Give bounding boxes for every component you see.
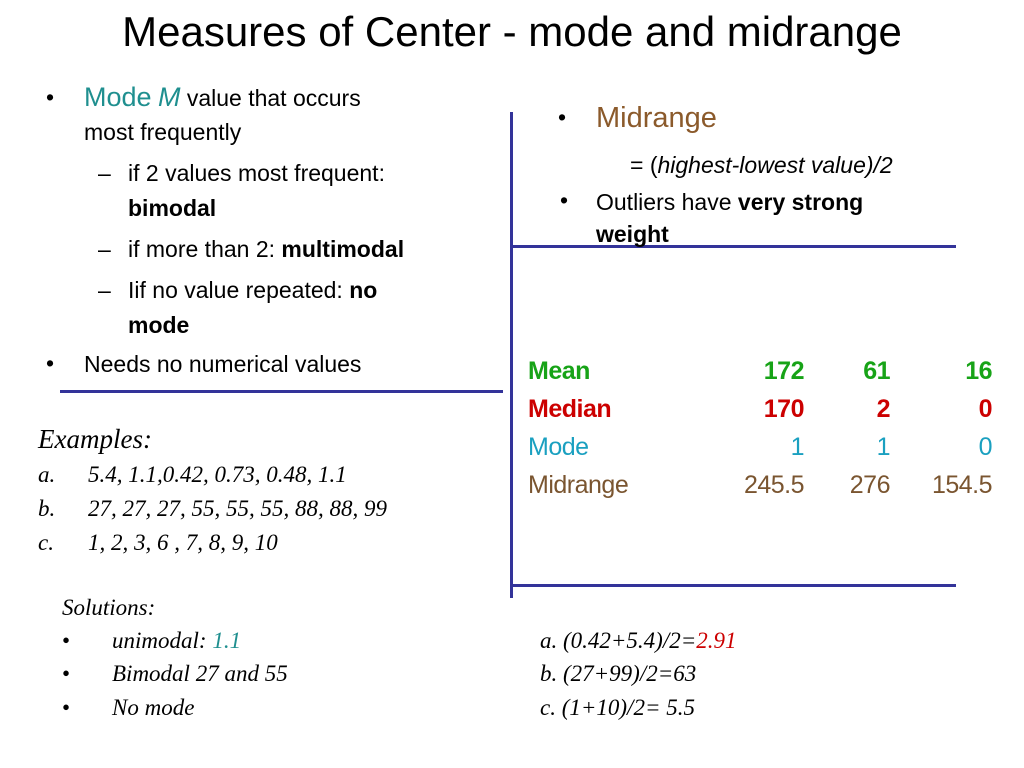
horizontal-rule-upper-right bbox=[512, 245, 956, 248]
no-mode-term-a: no bbox=[349, 277, 378, 303]
row-label: Mode bbox=[528, 433, 589, 461]
table-row-median: Median 170 2 0 bbox=[528, 390, 993, 428]
multimodal-term: multimodal bbox=[281, 236, 405, 262]
table-row-mean: Mean 172 61 16 bbox=[528, 352, 993, 390]
midrange-solution-b: b. (27+99)/2=63 bbox=[540, 661, 697, 686]
solution-a-value: 1.1 bbox=[212, 628, 242, 653]
dash-glyph: – bbox=[98, 160, 111, 186]
bimodal-text: if 2 values most frequent: bbox=[128, 160, 385, 186]
needs-no-values: Needs no numerical values bbox=[84, 351, 362, 377]
multimodal-line: if more than 2: multimodal bbox=[128, 233, 404, 265]
example-letter: b. bbox=[38, 496, 56, 521]
bimodal-term: bimodal bbox=[128, 195, 217, 221]
example-values: 1, 2, 3, 6 , 7, 8, 9, 10 bbox=[88, 530, 278, 555]
bullet-glyph: • bbox=[46, 84, 55, 110]
midrange-formula: = (highest-lowest value)/2 bbox=[630, 149, 893, 181]
cell-value: 154.5 bbox=[931, 471, 993, 499]
formula-open: = ( bbox=[630, 152, 658, 178]
midrange-solution-a-value: 2.91 bbox=[696, 628, 737, 653]
example-values: 27, 27, 27, 55, 55, 55, 88, 88, 99 bbox=[88, 496, 387, 521]
bullet-glyph: • bbox=[558, 104, 567, 130]
cell-value: 172 bbox=[763, 357, 805, 385]
horizontal-rule-left bbox=[60, 390, 503, 393]
solutions-heading: Solutions: bbox=[62, 595, 156, 620]
outliers-term-a: very strong bbox=[737, 189, 864, 215]
no-mode-term-b: mode bbox=[128, 312, 190, 338]
outliers-line: Outliers have very strong bbox=[596, 186, 863, 218]
bullet-glyph: • bbox=[62, 661, 71, 686]
midrange-word: Midrange bbox=[596, 102, 717, 134]
midrange-solution-a: a. (0.42+5.4)/2=2.91 bbox=[540, 623, 737, 658]
slide-title: Measures of Center - mode and midrange bbox=[122, 8, 902, 55]
bullet-glyph: • bbox=[62, 695, 71, 720]
stats-table: Mean 172 61 16 Median 170 2 0 Mode 1 1 0… bbox=[528, 352, 993, 504]
cell-value: 170 bbox=[763, 395, 805, 423]
table-row-midrange: Midrange 245.5 276 154.5 bbox=[528, 466, 993, 504]
cell-value: 61 bbox=[863, 357, 890, 385]
example-values: 5.4, 1.1,0.42, 0.73, 0.48, 1.1 bbox=[88, 462, 347, 487]
no-mode-line: Iif no value repeated: no bbox=[128, 274, 377, 306]
row-label: Midrange bbox=[528, 471, 629, 499]
solution-c: No mode bbox=[112, 695, 195, 720]
cell-value: 0 bbox=[978, 433, 993, 461]
cell-value: 2 bbox=[876, 395, 891, 423]
vertical-rule bbox=[510, 112, 513, 598]
solution-a: unimodal: 1.1 bbox=[112, 623, 241, 658]
cell-value: 16 bbox=[965, 357, 992, 385]
cell-value: 276 bbox=[849, 471, 891, 499]
example-letter: c. bbox=[38, 530, 54, 555]
no-mode-text: Iif no value repeated: bbox=[128, 277, 350, 303]
multimodal-text: if more than 2: bbox=[128, 236, 282, 262]
row-label: Mean bbox=[528, 357, 590, 385]
dash-glyph: – bbox=[98, 277, 111, 303]
outliers-term-b: weight bbox=[596, 221, 669, 247]
mode-symbol: M bbox=[157, 82, 181, 112]
mode-definition: Mode M value that occurs bbox=[84, 82, 361, 113]
mode-def-a: value that occurs bbox=[180, 85, 361, 111]
outliers-text: Outliers have bbox=[596, 189, 738, 215]
examples-heading: Examples: bbox=[38, 424, 152, 454]
row-label: Median bbox=[528, 395, 612, 423]
cell-value: 245.5 bbox=[743, 471, 805, 499]
solution-a-text: unimodal: bbox=[112, 628, 213, 653]
bullet-glyph: • bbox=[62, 628, 71, 653]
formula-body: highest-lowest value)/2 bbox=[657, 152, 893, 178]
midrange-solution-c: c. (1+10)/2= 5.5 bbox=[540, 695, 695, 720]
cell-value: 1 bbox=[876, 433, 891, 461]
table-row-mode: Mode 1 1 0 bbox=[528, 428, 993, 466]
cell-value: 0 bbox=[978, 395, 993, 423]
solution-b: Bimodal 27 and 55 bbox=[112, 661, 288, 686]
bullet-glyph: • bbox=[560, 187, 569, 213]
mode-def-b: most frequently bbox=[84, 119, 242, 145]
horizontal-rule-lower-right bbox=[512, 584, 956, 587]
mode-word: Mode bbox=[84, 82, 152, 112]
example-letter: a. bbox=[38, 462, 56, 487]
bullet-glyph: • bbox=[46, 350, 55, 376]
dash-glyph: – bbox=[98, 236, 111, 262]
cell-value: 1 bbox=[790, 433, 805, 461]
midrange-solution-a-text: a. (0.42+5.4)/2= bbox=[540, 628, 697, 653]
